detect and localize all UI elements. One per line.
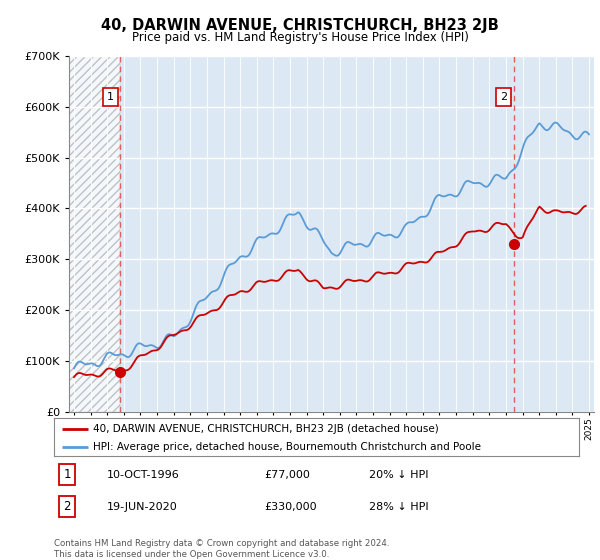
- Text: 19-JUN-2020: 19-JUN-2020: [107, 502, 177, 511]
- Text: 2: 2: [64, 500, 71, 513]
- Text: 1: 1: [107, 92, 114, 102]
- Text: HPI: Average price, detached house, Bournemouth Christchurch and Poole: HPI: Average price, detached house, Bour…: [94, 442, 481, 452]
- Text: 1: 1: [64, 468, 71, 481]
- Text: 10-OCT-1996: 10-OCT-1996: [107, 470, 179, 479]
- Text: 20% ↓ HPI: 20% ↓ HPI: [369, 470, 428, 479]
- Text: Price paid vs. HM Land Registry's House Price Index (HPI): Price paid vs. HM Land Registry's House …: [131, 31, 469, 44]
- Text: Contains HM Land Registry data © Crown copyright and database right 2024.
This d: Contains HM Land Registry data © Crown c…: [54, 539, 389, 559]
- Text: 2: 2: [500, 92, 507, 102]
- Bar: [69, 56, 120, 412]
- Text: 40, DARWIN AVENUE, CHRISTCHURCH, BH23 2JB (detached house): 40, DARWIN AVENUE, CHRISTCHURCH, BH23 2J…: [94, 424, 439, 434]
- Text: 40, DARWIN AVENUE, CHRISTCHURCH, BH23 2JB: 40, DARWIN AVENUE, CHRISTCHURCH, BH23 2J…: [101, 18, 499, 33]
- Text: £330,000: £330,000: [264, 502, 317, 511]
- Text: 28% ↓ HPI: 28% ↓ HPI: [369, 502, 428, 511]
- Text: £77,000: £77,000: [264, 470, 310, 479]
